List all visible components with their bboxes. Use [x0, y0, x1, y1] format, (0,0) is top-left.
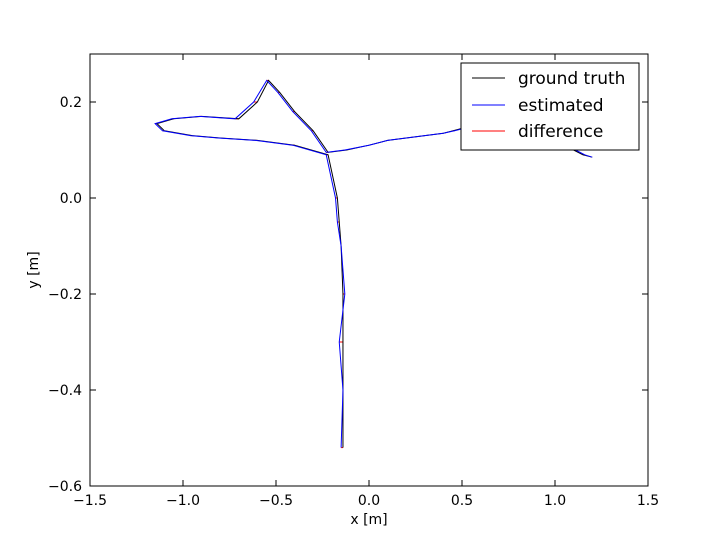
legend-box	[460, 62, 640, 151]
x-tick-label: 1.5	[637, 493, 659, 509]
x-tick-label: 1.0	[544, 493, 566, 509]
y-tick-label: 0.2	[60, 95, 82, 111]
x-axis-ticks: −1.5 −1.0 −0.5 0.0 0.5 1.0 1.5	[73, 54, 659, 509]
legend: ground truth estimated difference	[460, 62, 640, 151]
y-tick-label: −0.2	[48, 287, 82, 303]
y-tick-label: 0.0	[60, 191, 82, 207]
x-tick-label: 0.0	[358, 493, 380, 509]
x-tick-label: −0.5	[259, 493, 293, 509]
y-axis-ticks: −0.6 −0.4 −0.2 0.0 0.2	[48, 95, 648, 495]
legend-label-difference: difference	[518, 122, 603, 142]
x-tick-label: −1.0	[166, 493, 200, 509]
x-tick-label: 0.5	[451, 493, 473, 509]
y-tick-label: −0.4	[48, 383, 82, 399]
x-tick-label: −1.5	[73, 493, 107, 509]
y-tick-label: −0.6	[48, 479, 82, 495]
x-axis-label: x [m]	[350, 512, 387, 528]
legend-label-ground-truth: ground truth	[518, 69, 625, 89]
y-axis-label: y [m]	[26, 251, 42, 288]
legend-label-estimated: estimated	[518, 96, 604, 116]
